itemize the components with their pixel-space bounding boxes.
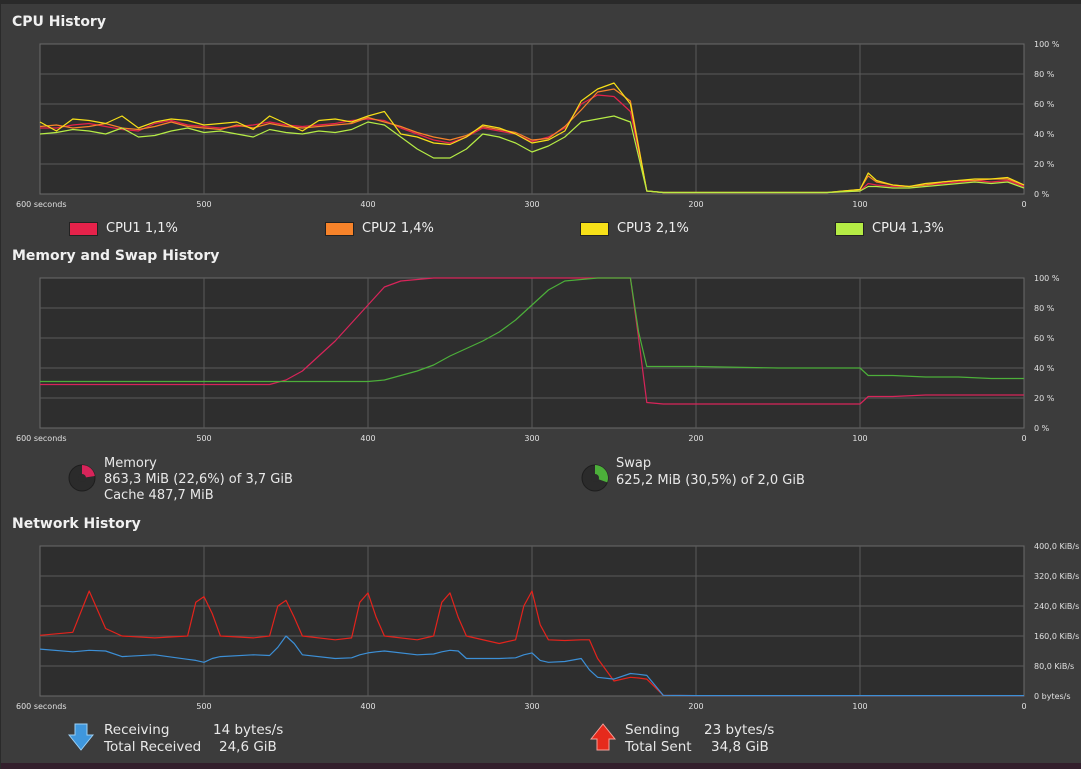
cpu-y-tick-label: 100 % (1034, 40, 1060, 49)
cpu1-color-swatch[interactable] (69, 221, 98, 236)
mem-x-tick-label: 500 (196, 434, 211, 443)
cpu-y-tick-label: 60 % (1034, 100, 1055, 109)
net-y-tick-label: 240,0 KiB/s (1034, 602, 1079, 611)
cpu2-legend[interactable]: CPU2 1,4% (325, 221, 434, 236)
cpu-x-tick-label: 300 (524, 200, 539, 209)
net-y-tick-label: 320,0 KiB/s (1034, 572, 1079, 581)
cpu-y-tick-label: 80 % (1034, 70, 1055, 79)
memory-history-graph: 100 % 80 % 60 % 40 % 20 % 0 % 600 seconds 500 40… (16, 274, 1060, 443)
cpu-series-cpu1-line (40, 94, 1025, 194)
net-y-tick-label: 400,0 KiB/s (1034, 542, 1079, 551)
swap-pie-icon[interactable] (580, 463, 610, 497)
cpu-x-tick-label: 100 (852, 200, 867, 209)
receiving-arrow-icon[interactable] (67, 723, 95, 755)
cpu3-legend[interactable]: CPU3 2,1% (580, 221, 689, 236)
desktop-bottom-strip (1, 763, 1081, 769)
total-sent-value: 34,8 GiB (711, 739, 769, 755)
net-y-tick-label: 0 bytes/s (1034, 692, 1071, 701)
mem-x-tick-label: 100 (852, 434, 867, 443)
mem-x-tick-label: 0 (1021, 434, 1026, 443)
swap-label: Swap (616, 456, 652, 471)
network-history-title: Network History (12, 516, 141, 532)
sending-value: 23 bytes/s (704, 722, 775, 738)
net-x-tick-label: 100 (852, 702, 867, 711)
mem-x-first-label: 600 seconds (16, 434, 67, 443)
window-top-strip (1, 0, 1081, 4)
mem-y-tick-label: 0 % (1034, 424, 1050, 433)
mem-y-tick-label: 40 % (1034, 364, 1055, 373)
mem-y-tick-label: 80 % (1034, 304, 1055, 313)
total-sent-label: Total Sent (625, 739, 692, 755)
mem-y-tick-label: 20 % (1034, 394, 1055, 403)
net-y-tick-label: 160,0 KiB/s (1034, 632, 1079, 641)
total-received-value: 24,6 GiB (219, 739, 277, 755)
net-x-tick-label: 400 (360, 702, 375, 711)
memory-pie-icon[interactable] (67, 463, 97, 497)
net-y-tick-label: 80,0 KiB/s (1034, 662, 1074, 671)
cpu-x-tick-label: 400 (360, 200, 375, 209)
cpu1-legend[interactable]: CPU1 1,1% (69, 221, 178, 236)
memory-label: Memory (104, 456, 157, 471)
swap-info: Swap 625,2 MiB (30,5%) of 2,0 GiB (616, 456, 805, 489)
cpu-series-cpu3-line (39, 82, 1025, 194)
mem-y-tick-label: 60 % (1034, 334, 1055, 343)
cpu-series-cpu2-line (39, 88, 1025, 194)
net-x-first-label: 600 seconds (16, 702, 67, 711)
cpu-x-tick-label: 0 (1021, 200, 1026, 209)
sending-arrow-icon[interactable] (589, 723, 617, 755)
memory-info: Memory 863,3 MiB (22,6%) of 3,7 GiB Cach… (104, 456, 293, 504)
cpu-history-title: CPU History (12, 14, 106, 30)
net-x-tick-label: 0 (1021, 702, 1026, 711)
total-received-label: Total Received (104, 739, 202, 755)
net-x-tick-label: 300 (524, 702, 539, 711)
mem-series-swap-line (40, 277, 1024, 383)
net-series-receiving-line (39, 635, 1024, 697)
mem-y-tick-label: 100 % (1034, 274, 1060, 283)
cpu2-label: CPU2 1,4% (362, 221, 434, 236)
sending-info: Sending 23 bytes/s Total Sent 34,8 GiB (625, 722, 774, 756)
net-x-tick-label: 200 (688, 702, 703, 711)
cpu-y-tick-label: 0 % (1034, 190, 1050, 199)
cpu-y-tick-label: 20 % (1034, 160, 1055, 169)
cpu4-color-swatch[interactable] (835, 221, 864, 236)
memory-cache: Cache 487,7 MiB (104, 488, 214, 503)
receiving-info: Receiving 14 bytes/s Total Received 24,6… (104, 722, 283, 756)
cpu1-label: CPU1 1,1% (106, 221, 178, 236)
cpu-y-tick-label: 40 % (1034, 130, 1055, 139)
cpu4-legend[interactable]: CPU4 1,3% (835, 221, 944, 236)
cpu-history-graph: 100 % 80 % 60 % 40 % 20 % 0 % 600 seconds 500 40… (16, 40, 1060, 209)
network-history-graph: 400,0 KiB/s 320,0 KiB/s 240,0 KiB/s 160,0 K… (16, 542, 1079, 711)
mem-x-tick-label: 200 (688, 434, 703, 443)
cpu2-color-swatch[interactable] (325, 221, 354, 236)
memory-history-title: Memory and Swap History (12, 248, 220, 264)
swap-value: 625,2 MiB (30,5%) of 2,0 GiB (616, 473, 805, 488)
mem-series-memory-line (40, 277, 1024, 405)
cpu-x-first-label: 600 seconds (16, 200, 67, 209)
cpu-x-tick-label: 200 (688, 200, 703, 209)
receiving-value: 14 bytes/s (213, 722, 284, 738)
mem-x-tick-label: 400 (360, 434, 375, 443)
cpu4-label: CPU4 1,3% (872, 221, 944, 236)
memory-value: 863,3 MiB (22,6%) of 3,7 GiB (104, 472, 293, 487)
sending-label: Sending (625, 722, 680, 738)
cpu-x-tick-label: 500 (196, 200, 211, 209)
net-series-sending-line (39, 590, 1024, 697)
cpu-series-cpu4-line (39, 115, 1025, 194)
mem-x-tick-label: 300 (524, 434, 539, 443)
receiving-label: Receiving (104, 722, 170, 738)
cpu3-label: CPU3 2,1% (617, 221, 689, 236)
net-x-tick-label: 500 (196, 702, 211, 711)
cpu3-color-swatch[interactable] (580, 221, 609, 236)
